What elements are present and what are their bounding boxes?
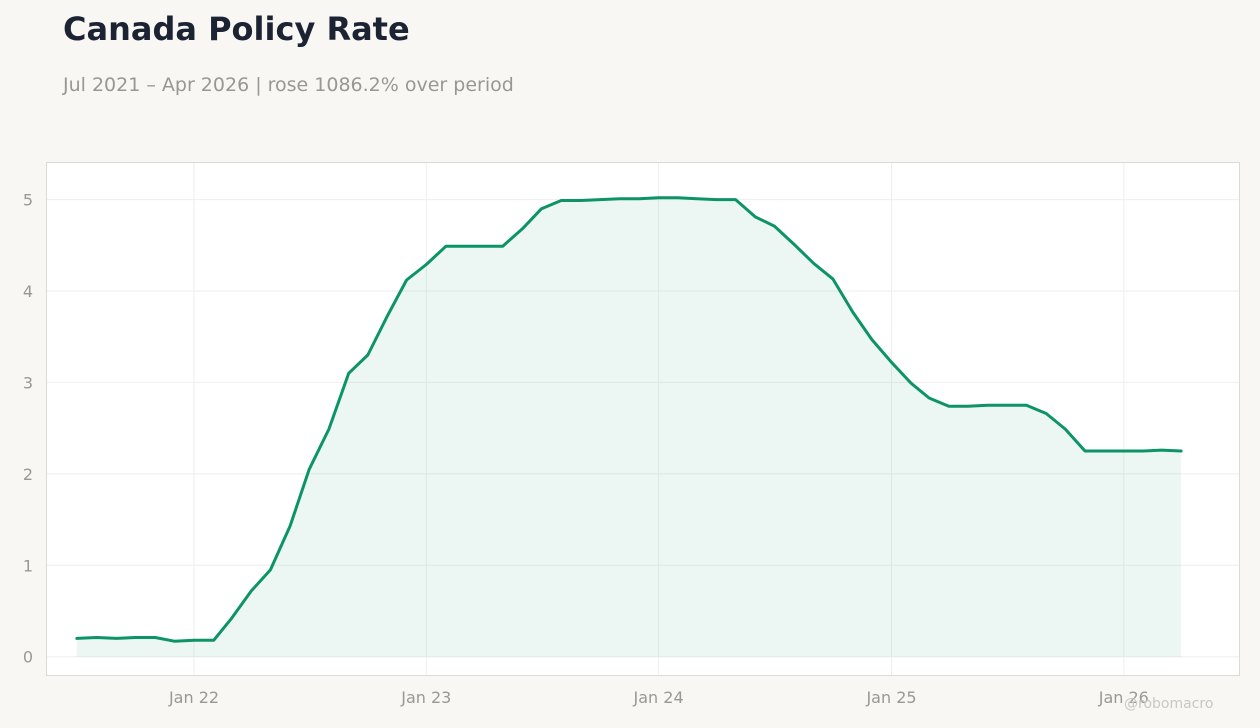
data-point — [1006, 404, 1008, 406]
data-point — [445, 245, 447, 247]
x-tick-label: Jan 26 — [1098, 688, 1149, 707]
data-point — [715, 198, 717, 200]
data-point — [213, 639, 215, 641]
y-tick-label: 2 — [23, 465, 33, 484]
data-point — [134, 636, 136, 638]
y-tick-label: 5 — [23, 191, 33, 210]
x-tick-label: Jan 22 — [168, 688, 219, 707]
data-point — [1123, 450, 1125, 452]
data-point — [76, 637, 78, 639]
data-point — [580, 199, 582, 201]
series-area-fill — [76, 197, 1182, 657]
data-point — [852, 311, 854, 313]
data-point — [115, 637, 117, 639]
data-point — [230, 617, 232, 619]
watermark: @robomacro — [1124, 696, 1214, 712]
data-point — [1064, 428, 1066, 430]
data-point — [638, 198, 640, 200]
data-point — [1103, 450, 1105, 452]
data-point — [154, 636, 156, 638]
data-point — [540, 208, 542, 210]
data-point — [813, 262, 815, 264]
data-point — [250, 590, 252, 592]
data-point — [289, 525, 291, 527]
data-point — [773, 225, 775, 227]
y-tick-label: 1 — [23, 556, 33, 575]
data-point — [521, 228, 523, 230]
data-point — [734, 198, 736, 200]
plot-area — [46, 162, 1240, 676]
data-point — [348, 372, 350, 374]
data-point — [696, 198, 698, 200]
data-point — [502, 245, 504, 247]
x-tick-label: Jan 23 — [400, 688, 451, 707]
data-point — [1084, 450, 1086, 452]
y-axis: 0 1 2 3 4 5 — [23, 191, 33, 667]
data-point — [173, 640, 175, 642]
chart-subtitle: Jul 2021 – Apr 2026 | rose 1086.2% over … — [63, 74, 514, 96]
data-point — [871, 338, 873, 340]
data-point — [386, 315, 388, 317]
data-point — [1160, 449, 1162, 451]
data-point — [657, 197, 659, 199]
data-point — [890, 361, 892, 363]
series-line — [75, 196, 1183, 643]
data-point — [793, 243, 795, 245]
x-tick-label: Jan 25 — [865, 688, 916, 707]
data-point — [948, 405, 950, 407]
data-point — [269, 569, 271, 571]
data-point — [1142, 450, 1144, 452]
data-point — [986, 404, 988, 406]
data-point — [619, 198, 621, 200]
data-point — [463, 245, 465, 247]
data-point — [95, 636, 97, 638]
data-point — [967, 405, 969, 407]
y-tick-label: 3 — [23, 373, 33, 392]
data-point — [482, 245, 484, 247]
x-axis: Jan 22 Jan 23 Jan 24 Jan 25 Jan 26 — [168, 688, 1149, 707]
data-point — [560, 199, 562, 201]
data-point — [832, 278, 834, 280]
data-point — [1025, 404, 1027, 406]
data-point — [367, 354, 369, 356]
data-point — [599, 198, 601, 200]
data-point — [928, 397, 930, 399]
data-point — [1045, 412, 1047, 414]
grid — [47, 163, 1239, 675]
y-tick-label: 4 — [23, 282, 33, 301]
x-tick-label: Jan 24 — [633, 688, 684, 707]
data-point — [328, 428, 330, 430]
chart-title: Canada Policy Rate — [63, 10, 410, 48]
data-point — [308, 468, 310, 470]
data-point — [193, 639, 195, 641]
y-tick-label: 0 — [23, 648, 33, 667]
data-point — [1180, 450, 1182, 452]
data-point — [677, 197, 679, 199]
data-point — [405, 279, 407, 281]
data-point — [754, 216, 756, 218]
data-point — [425, 263, 427, 265]
data-point — [910, 382, 912, 384]
